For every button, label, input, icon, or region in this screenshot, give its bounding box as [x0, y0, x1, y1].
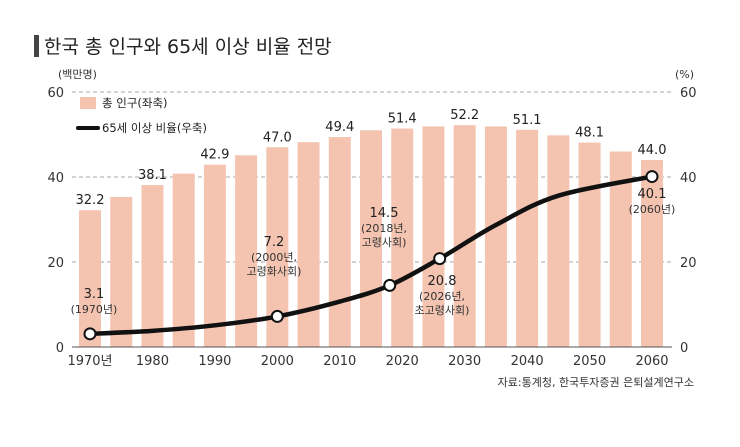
- population-bar: [516, 129, 539, 347]
- y-tick-label-right: 20: [680, 256, 697, 271]
- bar-value-label: 42.9: [200, 148, 229, 163]
- population-bar: [391, 128, 414, 347]
- bar-value-label: 52.2: [450, 108, 479, 123]
- bar-value-label: 49.4: [325, 120, 354, 135]
- legend-bar-swatch: [80, 97, 96, 109]
- bar-value-label: 51.4: [388, 112, 417, 127]
- ratio-note-label: 고령화사회): [247, 265, 302, 278]
- population-bar: [453, 125, 476, 348]
- ratio-marker: [270, 309, 284, 323]
- y-tick-label-right: 60: [680, 86, 697, 101]
- population-bar: [641, 160, 663, 347]
- population-bar: [172, 173, 195, 347]
- population-bar: [79, 210, 101, 347]
- y-tick-label-left: 20: [47, 256, 64, 271]
- ratio-marker: [645, 170, 659, 184]
- ratio-value-label: 14.5: [370, 206, 399, 221]
- ratio-value-label: 3.1: [84, 287, 105, 302]
- population-bar: [297, 142, 320, 347]
- population-bar: [609, 151, 632, 347]
- bar-value-label: 47.0: [263, 130, 292, 145]
- ratio-note-label: (2026년,: [419, 290, 465, 303]
- grid-layer: [72, 91, 672, 263]
- ratio-note-label: (2060년): [629, 203, 676, 216]
- title-accent-bar: [34, 35, 39, 57]
- ratio-value-label: 20.8: [428, 274, 457, 289]
- x-tick-label: 2050: [573, 354, 606, 369]
- ratio-marker: [433, 252, 447, 266]
- bar-value-label: 44.0: [638, 143, 667, 158]
- legend: 총 인구(좌축) 65세 이상 비율(우축): [76, 96, 207, 135]
- population-bar: [110, 196, 133, 347]
- population-bar: [266, 147, 289, 347]
- ratio-note-label: 초고령사회): [415, 304, 470, 317]
- elderly-ratio-line: [87, 174, 655, 337]
- x-tick-label: 2000: [261, 354, 294, 369]
- ratio-value-label: 40.1: [638, 187, 667, 202]
- population-bar: [203, 164, 226, 347]
- y-tick-label-left: 0: [56, 341, 64, 356]
- x-tick-label: 2010: [323, 354, 356, 369]
- bar-value-label: 48.1: [575, 126, 604, 141]
- ratio-note-label: (2000년,: [251, 251, 297, 264]
- line-layer: [83, 170, 659, 341]
- label-layer: 32.2 38.1 42.9 47.0 49.4 51.4 52.2 51.1 48.1 44.0…: [71, 108, 676, 317]
- ratio-note-label: (1970년): [71, 303, 118, 316]
- legend-bar-label: 총 인구(좌축): [102, 96, 168, 110]
- population-bar: [141, 185, 164, 347]
- source-note: 자료:통계청, 한국투자증권 은퇴설계연구소: [498, 376, 694, 389]
- left-axis-unit: (백만명): [58, 68, 97, 81]
- ratio-marker: [83, 327, 97, 341]
- ratio-value-label: 7.2: [264, 235, 285, 250]
- y-tick-label-right: 0: [680, 341, 688, 356]
- population-bar: [484, 126, 507, 347]
- x-tick-label: 1970년: [67, 354, 112, 369]
- population-bar: [422, 126, 445, 347]
- ratio-marker: [383, 278, 397, 292]
- population-bar: [578, 142, 601, 347]
- x-tick-label: 2040: [511, 354, 544, 369]
- legend-line-label: 65세 이상 비율(우축): [102, 121, 207, 135]
- ratio-note-label: (2018년,: [361, 222, 407, 235]
- x-tick-label: 1990: [198, 354, 231, 369]
- population-bar: [547, 135, 570, 347]
- x-tick-label: 1980: [136, 354, 169, 369]
- bar-value-label: 51.1: [513, 113, 542, 128]
- x-tick-label: 2030: [448, 354, 481, 369]
- chart-title: 한국 총 인구와 65세 이상 비율 전망: [44, 36, 332, 58]
- y-tick-label-left: 60: [47, 86, 64, 101]
- y-tick-label-right: 40: [680, 171, 697, 186]
- right-axis-unit: (%): [675, 68, 694, 81]
- bar-value-label: 32.2: [76, 193, 105, 208]
- bar-layer: [79, 125, 663, 348]
- ratio-note-label: 고령사회): [362, 236, 407, 249]
- bar-value-label: 38.1: [138, 168, 167, 183]
- x-tick-label: 2060: [635, 354, 668, 369]
- population-bar: [235, 155, 258, 347]
- x-tick-label: 2020: [386, 354, 419, 369]
- y-tick-label-left: 40: [47, 171, 64, 186]
- population-bar: [328, 137, 351, 347]
